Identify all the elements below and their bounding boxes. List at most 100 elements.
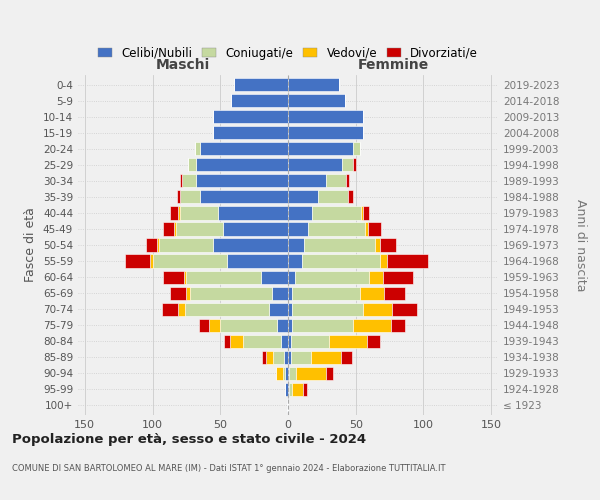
Bar [311, 350, 341, 364]
Bar [288, 318, 292, 332]
Bar [283, 366, 285, 380]
Bar [179, 190, 200, 203]
Bar [313, 206, 361, 220]
Text: Popolazione per età, sesso e stato civile - 2024: Popolazione per età, sesso e stato civil… [12, 432, 366, 446]
Bar [157, 238, 159, 252]
Bar [295, 270, 369, 283]
Bar [291, 350, 311, 364]
Bar [199, 318, 209, 332]
Bar [187, 286, 190, 300]
Bar [179, 174, 182, 188]
Bar [209, 318, 220, 332]
Bar [288, 174, 326, 188]
Bar [163, 270, 184, 283]
Bar [288, 158, 342, 172]
Bar [288, 366, 289, 380]
Bar [288, 126, 362, 140]
Bar [288, 94, 345, 107]
Bar [292, 318, 353, 332]
Bar [284, 350, 288, 364]
Bar [179, 206, 218, 220]
Bar [214, 126, 288, 140]
Bar [326, 174, 346, 188]
Bar [174, 222, 176, 235]
Bar [276, 366, 283, 380]
Bar [288, 334, 291, 348]
Bar [353, 318, 391, 332]
Text: Maschi: Maschi [156, 58, 210, 72]
Bar [214, 238, 288, 252]
Bar [375, 238, 380, 252]
Bar [288, 270, 295, 283]
Bar [178, 206, 179, 220]
Bar [184, 270, 187, 283]
Bar [308, 222, 365, 235]
Bar [272, 286, 288, 300]
Bar [384, 286, 404, 300]
Bar [170, 206, 178, 220]
Bar [392, 302, 417, 316]
Bar [288, 254, 302, 268]
Bar [383, 270, 413, 283]
Bar [187, 270, 261, 283]
Bar [342, 158, 353, 172]
Bar [152, 254, 227, 268]
Bar [177, 190, 179, 203]
Bar [185, 302, 269, 316]
Bar [281, 334, 288, 348]
Bar [234, 78, 288, 91]
Bar [214, 110, 288, 124]
Bar [266, 350, 273, 364]
Bar [178, 302, 185, 316]
Bar [262, 350, 266, 364]
Bar [162, 302, 178, 316]
Bar [227, 254, 288, 268]
Bar [170, 286, 187, 300]
Bar [125, 254, 150, 268]
Bar [296, 366, 326, 380]
Bar [159, 238, 214, 252]
Bar [223, 222, 288, 235]
Bar [361, 206, 362, 220]
Text: Femmine: Femmine [358, 58, 428, 72]
Bar [163, 222, 174, 235]
Bar [188, 158, 196, 172]
Bar [200, 142, 288, 156]
Bar [288, 222, 308, 235]
Bar [289, 383, 292, 396]
Bar [387, 254, 428, 268]
Bar [380, 238, 397, 252]
Bar [303, 383, 307, 396]
Bar [362, 302, 392, 316]
Bar [326, 366, 333, 380]
Bar [150, 254, 152, 268]
Bar [346, 174, 349, 188]
Bar [288, 286, 292, 300]
Bar [261, 270, 288, 283]
Bar [243, 334, 281, 348]
Text: COMUNE DI SAN BARTOLOMEO AL MARE (IM) - Dati ISTAT 1° gennaio 2024 - Elaborazion: COMUNE DI SAN BARTOLOMEO AL MARE (IM) - … [12, 464, 445, 473]
Bar [288, 206, 313, 220]
Legend: Celibi/Nubili, Coniugati/e, Vedovi/e, Divorziati/e: Celibi/Nubili, Coniugati/e, Vedovi/e, Di… [93, 42, 483, 64]
Bar [287, 399, 288, 412]
Bar [277, 318, 288, 332]
Bar [362, 206, 369, 220]
Bar [288, 110, 362, 124]
Bar [288, 190, 318, 203]
Bar [220, 318, 277, 332]
Bar [367, 334, 380, 348]
Bar [353, 142, 360, 156]
Bar [224, 334, 230, 348]
Bar [368, 222, 382, 235]
Y-axis label: Fasce di età: Fasce di età [25, 208, 37, 282]
Bar [288, 78, 340, 91]
Bar [292, 383, 303, 396]
Bar [341, 350, 352, 364]
Bar [369, 270, 383, 283]
Bar [289, 366, 296, 380]
Bar [302, 254, 380, 268]
Bar [218, 206, 288, 220]
Bar [196, 158, 288, 172]
Bar [329, 334, 367, 348]
Bar [190, 286, 272, 300]
